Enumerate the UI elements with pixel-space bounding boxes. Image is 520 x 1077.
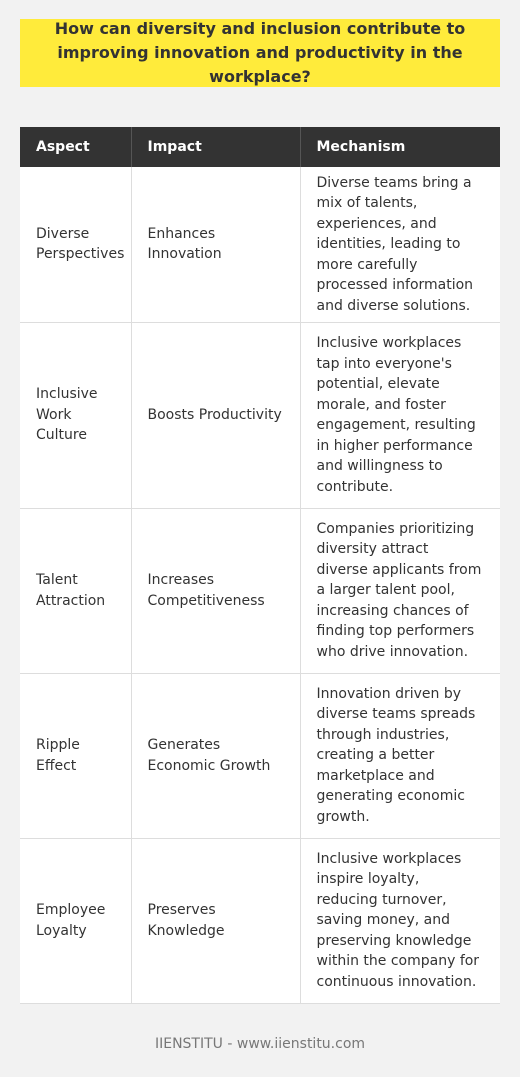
header-impact: Impact bbox=[131, 127, 301, 167]
info-table: Aspect Impact Mechanism Diverse Perspect… bbox=[20, 127, 500, 1004]
page-title: How can diversity and inclusion contribu… bbox=[54, 19, 466, 86]
cell-impact: Preserves Knowledge bbox=[131, 838, 301, 1004]
cell-impact: Increases Competitiveness bbox=[131, 508, 301, 674]
cell-mechanism: Inclusive workplaces inspire loyalty, re… bbox=[300, 838, 500, 1004]
cell-aspect: Ripple Effect bbox=[20, 673, 132, 839]
title-banner: How can diversity and inclusion contribu… bbox=[20, 19, 500, 87]
table-row: Diverse Perspectives Enhances Innovation… bbox=[20, 167, 500, 323]
cell-impact: Generates Economic Growth bbox=[131, 673, 301, 839]
table-row: Employee Loyalty Preserves Knowledge Inc… bbox=[20, 838, 500, 1004]
footer-credit: IIENSTITU - www.iienstitu.com bbox=[154, 1036, 366, 1052]
cell-mechanism: Innovation driven by diverse teams sprea… bbox=[300, 673, 500, 839]
cell-impact: Boosts Productivity bbox=[131, 322, 301, 509]
table-header-row: Aspect Impact Mechanism bbox=[20, 127, 500, 167]
table-row: Ripple Effect Generates Economic Growth … bbox=[20, 673, 500, 839]
cell-aspect: Inclusive Work Culture bbox=[20, 322, 132, 509]
cell-mechanism: Companies prioritizing diversity attract… bbox=[300, 508, 500, 674]
cell-aspect: Talent Attraction bbox=[20, 508, 132, 674]
cell-mechanism: Inclusive workplaces tap into everyone's… bbox=[300, 322, 500, 509]
table-row: Inclusive Work Culture Boosts Productivi… bbox=[20, 322, 500, 509]
header-mechanism: Mechanism bbox=[300, 127, 500, 167]
cell-aspect: Diverse Perspectives bbox=[20, 167, 132, 323]
cell-impact: Enhances Innovation bbox=[131, 167, 301, 323]
table-row: Talent Attraction Increases Competitiven… bbox=[20, 508, 500, 674]
cell-mechanism: Diverse teams bring a mix of talents, ex… bbox=[300, 167, 500, 323]
header-aspect: Aspect bbox=[20, 127, 132, 167]
cell-aspect: Employee Loyalty bbox=[20, 838, 132, 1004]
